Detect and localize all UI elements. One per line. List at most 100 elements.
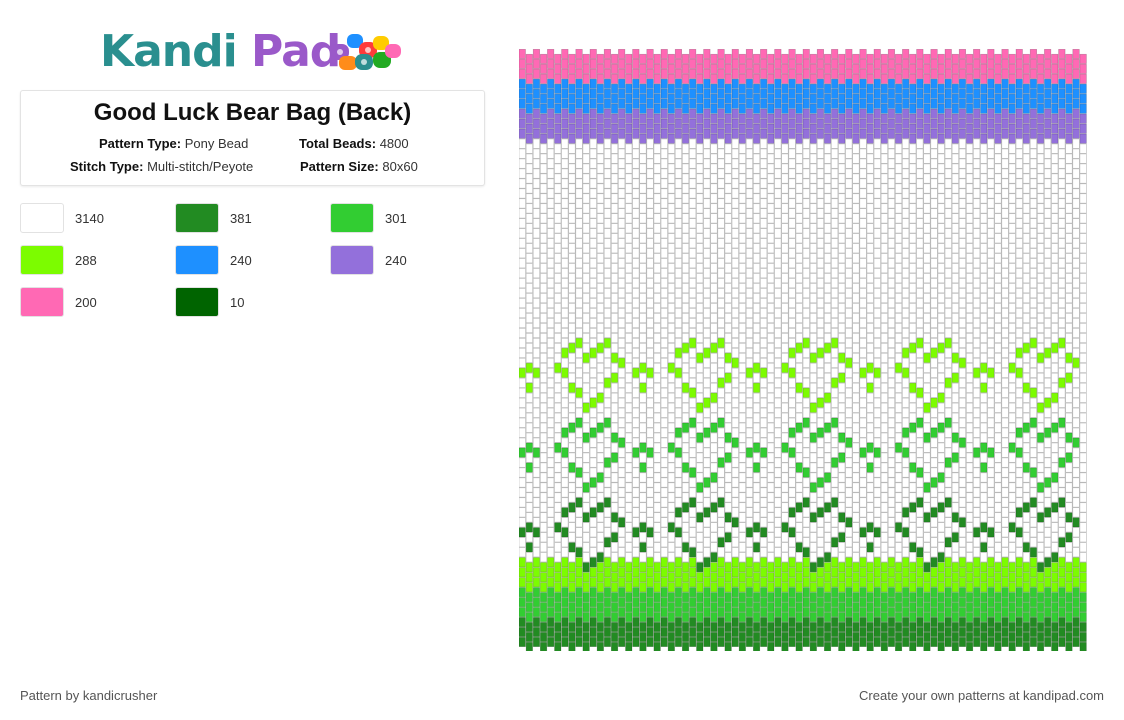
bead xyxy=(831,407,839,418)
palette-entry[interactable]: 288 xyxy=(20,245,97,275)
bead xyxy=(554,482,562,493)
bead xyxy=(596,492,604,503)
bead xyxy=(660,218,668,229)
bead xyxy=(838,641,846,651)
bead xyxy=(902,98,910,109)
bead xyxy=(710,352,718,363)
bead xyxy=(653,472,661,483)
bead xyxy=(738,562,746,573)
palette-entry[interactable]: 240 xyxy=(175,245,252,275)
bead xyxy=(774,377,782,388)
bead xyxy=(724,582,732,593)
bead xyxy=(1058,567,1066,578)
bead xyxy=(887,318,896,329)
palette-entry[interactable]: 240 xyxy=(330,245,407,275)
bead xyxy=(795,183,803,194)
logo-word-pad: Pad xyxy=(251,26,341,77)
bead xyxy=(802,527,810,538)
bead xyxy=(781,233,789,244)
bead xyxy=(1001,627,1009,637)
bead xyxy=(866,422,874,433)
palette-entry[interactable]: 301 xyxy=(330,203,407,233)
bead xyxy=(710,213,718,224)
bead xyxy=(951,73,959,84)
bead xyxy=(519,288,526,299)
bead xyxy=(894,582,903,593)
bead xyxy=(951,382,959,393)
bead xyxy=(625,333,633,343)
bead xyxy=(618,118,626,129)
bead xyxy=(1079,522,1087,533)
bead xyxy=(1065,632,1073,642)
bead xyxy=(1051,323,1059,334)
bead xyxy=(831,208,839,219)
bead xyxy=(902,288,910,299)
bead xyxy=(1065,522,1073,533)
bead xyxy=(980,502,988,513)
bead xyxy=(519,188,526,199)
bead xyxy=(980,582,988,593)
bead xyxy=(717,128,725,139)
bead xyxy=(1044,288,1052,299)
bead xyxy=(724,63,732,74)
bead xyxy=(703,437,711,448)
bead xyxy=(1072,477,1080,488)
bead xyxy=(682,592,690,603)
palette-entry[interactable]: 200 xyxy=(20,287,97,317)
bead-pattern-grid[interactable] xyxy=(519,49,1087,651)
bead xyxy=(618,158,626,169)
palette-entry[interactable]: 3140 xyxy=(20,203,104,233)
bead xyxy=(781,83,789,94)
bead xyxy=(1044,328,1052,338)
bead xyxy=(930,108,938,119)
bead xyxy=(596,93,604,104)
bead xyxy=(731,477,739,488)
bead xyxy=(994,303,1002,314)
bead xyxy=(809,183,817,194)
bead xyxy=(838,293,846,304)
bead xyxy=(710,522,718,533)
palette-entry[interactable]: 381 xyxy=(175,203,252,233)
bead xyxy=(816,198,825,209)
palette-entry[interactable]: 10 xyxy=(175,287,244,317)
bead xyxy=(554,412,562,423)
bead xyxy=(923,63,931,74)
bead xyxy=(639,183,647,194)
bead xyxy=(611,482,619,493)
kandi-pad-logo[interactable]: Kandi Pad xyxy=(100,26,410,77)
bead xyxy=(1044,308,1052,319)
create-patterns-link[interactable]: Create your own patterns at kandipad.com xyxy=(859,688,1104,703)
bead xyxy=(987,248,995,259)
bead xyxy=(1022,552,1030,563)
bead xyxy=(1008,532,1016,543)
bead xyxy=(788,58,796,69)
bead xyxy=(816,607,825,618)
bead xyxy=(689,627,697,637)
bead xyxy=(987,517,995,528)
bead xyxy=(767,622,775,633)
bead xyxy=(1058,437,1066,448)
bead xyxy=(554,422,562,433)
bead xyxy=(788,487,796,498)
bead xyxy=(547,328,555,338)
bead xyxy=(753,233,761,244)
bead xyxy=(859,636,867,647)
bead xyxy=(987,228,995,239)
bead xyxy=(937,253,945,264)
bead xyxy=(582,213,590,224)
bead xyxy=(788,627,796,637)
bead xyxy=(965,133,974,144)
bead xyxy=(561,318,569,329)
bead xyxy=(1044,78,1052,89)
bead xyxy=(788,278,796,289)
bead xyxy=(902,547,910,558)
bead xyxy=(774,387,782,398)
bead xyxy=(710,93,718,104)
bead xyxy=(802,278,810,289)
bead xyxy=(568,422,576,433)
bead xyxy=(866,352,874,363)
bead xyxy=(980,532,988,543)
bead xyxy=(980,372,988,383)
bead xyxy=(831,148,839,159)
bead xyxy=(1001,567,1009,578)
